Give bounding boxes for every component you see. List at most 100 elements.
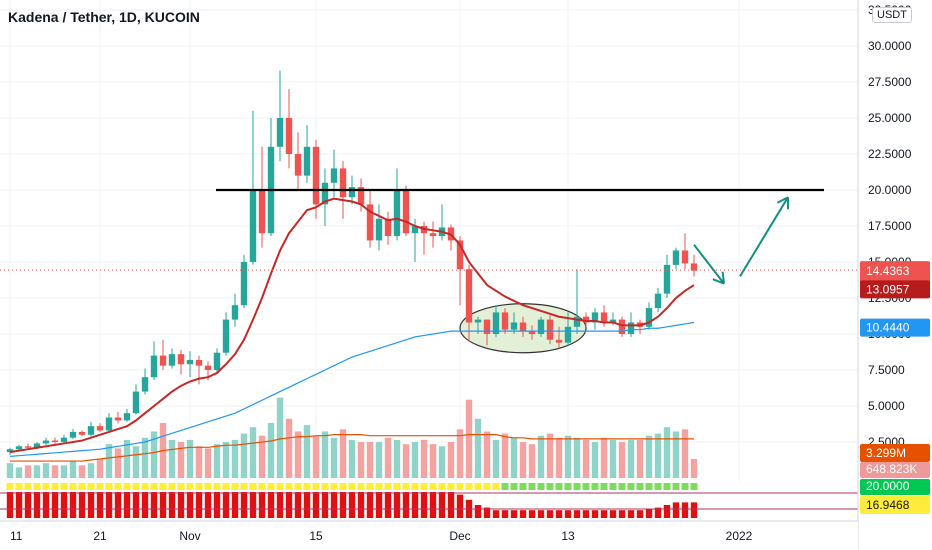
strip-top-cell [168,483,176,490]
strip-bar [393,492,401,518]
candle-body [213,352,221,370]
strip-top-cell [393,483,401,490]
strip-bar [123,492,131,518]
price-tick-label: 7.5000 [868,363,905,377]
strip-top-cell [609,483,617,490]
strip-bar [636,510,644,518]
volume-bar [312,435,320,478]
volume-bar [429,444,437,478]
volume-bar [582,439,590,478]
currency-badge[interactable]: USDT [872,7,912,23]
last-price-label: 14.4363 [866,264,910,278]
volume-bar [411,442,419,478]
candle-body [564,326,572,343]
volume-bar [114,448,122,478]
strip-bar [24,492,32,518]
strip-bar [168,492,176,518]
strip-top-cell [240,483,248,490]
volume-bar [474,418,482,478]
volume-bar [321,431,329,478]
strip-bar [15,492,23,518]
strip-top-cell [465,483,473,490]
volume-bar [672,431,680,478]
volume-tag-bg [860,462,930,478]
strip-top-cell [303,483,311,490]
strip-bar [159,492,167,518]
candle-body [33,443,41,448]
volume-bar [573,437,581,478]
strip-top-cell [60,483,68,490]
strip-top-cell [447,483,455,490]
volume-bar [519,442,527,478]
candle-body [105,417,113,431]
candle-body [312,146,320,205]
candle-body [6,449,14,453]
strip-bar [141,492,149,518]
candle-body [582,316,590,323]
candle-body [96,426,104,431]
drawings[interactable] [0,188,858,285]
time-tick-label: 2022 [726,529,753,543]
volume-bar [87,463,95,478]
strip-bar [204,492,212,518]
price-tick-label: 30.0000 [868,39,912,53]
strip-bar [501,510,509,518]
strip-bar [294,492,302,518]
strip-top-cell [348,483,356,490]
strip-top-cell [681,483,689,490]
strip-top-cell [411,483,419,490]
strip-top-cell [528,483,536,490]
candle-body [411,226,419,234]
strip-bar [285,492,293,518]
strip-bar [213,492,221,518]
volume-bar [141,437,149,478]
candle-body [222,319,230,353]
strip-top-cell [366,483,374,490]
strip-top-cell [150,483,158,490]
fast-ma-tag-bg [860,280,930,299]
down-arrow-head [721,271,725,284]
candle-body [231,305,239,320]
strip-bar [483,507,491,518]
candle-body [672,250,680,265]
candle-body [681,250,689,264]
strip-bar [690,502,698,518]
candle-body [519,322,527,332]
up-arrow[interactable] [739,196,789,277]
strip-top-cell [105,483,113,490]
strip-bar [618,510,626,518]
moving-averages [9,197,695,457]
strip-top-cell [249,483,257,490]
volume-bar [168,439,176,478]
volume-bar [33,465,41,478]
strip-top-cell [501,483,509,490]
strip-top-cell [231,483,239,490]
volume-bar [492,439,500,478]
strip-bar [573,510,581,518]
strip-bar [132,492,140,518]
strip-bar [42,492,50,518]
candle-body [555,339,563,343]
candle-body [15,446,23,450]
time-axis[interactable]: 11 21 Nov 15 Dec 13 2022 [0,522,858,550]
volume-bar [285,418,293,478]
down-arrow[interactable] [693,244,725,285]
candle-body [249,190,257,262]
candle-body [537,319,545,334]
strip-top-cell [51,483,59,490]
strip-top-cell [33,483,41,490]
strip-bar [276,492,284,518]
time-tick-label: 13 [561,529,575,543]
time-tick-label: 11 [10,529,23,543]
volume-bar [618,442,626,478]
candle-body [294,154,302,176]
volume-bar [24,465,32,478]
candle-body [78,431,86,435]
price-tick-label: 5.0000 [868,399,905,413]
strip-bar [222,492,230,518]
volume-ma [10,434,694,462]
slow-ma-tag: 10.4440 [866,321,910,335]
volume-bar [240,433,248,478]
strip-top-cell [69,483,77,490]
